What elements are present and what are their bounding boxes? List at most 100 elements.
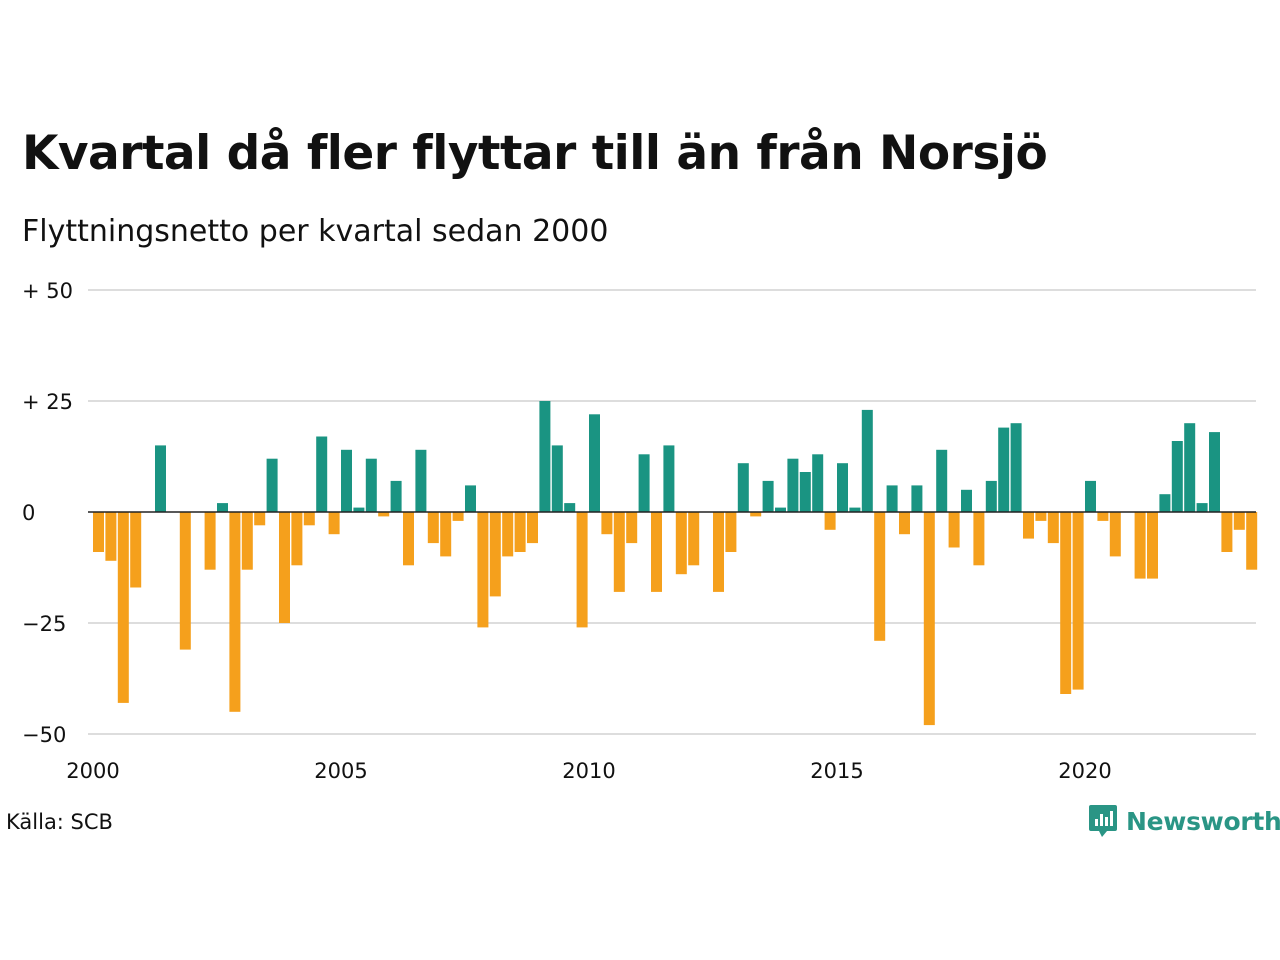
bar-2013K3 [762, 480, 774, 512]
bar-2013K4 [775, 507, 786, 512]
bar-2009K2 [551, 445, 563, 512]
bar-2007K4 [477, 512, 489, 628]
bar-2022K4 [1221, 512, 1233, 552]
brand-name: Newsworthy [1126, 806, 1280, 836]
bar-2021K3 [1159, 494, 1171, 512]
bar-2015K3 [861, 409, 873, 512]
bar-2002K2 [204, 512, 216, 570]
bar-2017K2 [948, 512, 960, 548]
bar-2007K2 [452, 512, 464, 521]
bar-2014K1 [787, 458, 799, 512]
bar-2000K2 [105, 512, 117, 561]
bar-2023K1 [1233, 512, 1245, 530]
bar-2014K4 [824, 512, 836, 530]
bar-2018K4 [1023, 512, 1034, 539]
bar-2010K1 [589, 414, 600, 512]
bar-2014K2 [799, 472, 811, 512]
bar-2008K2 [502, 512, 514, 557]
bar-2015K4 [874, 512, 886, 641]
bar-2005K2 [353, 507, 365, 512]
bar-2016K3 [911, 485, 923, 512]
bar-2011K1 [638, 454, 650, 512]
bar-2016K4 [923, 512, 935, 726]
bar-2001K4 [179, 512, 191, 650]
bar-2010K3 [613, 512, 625, 592]
bar-2010K2 [601, 512, 613, 535]
bar-2017K4 [973, 512, 985, 566]
bar-2005K3 [365, 458, 377, 512]
bar-2000K1 [93, 512, 104, 552]
bar-2005K4 [378, 512, 390, 517]
bar-2008K3 [514, 512, 526, 552]
y-tick-label: −50 [22, 723, 66, 747]
bar-2021K4 [1171, 441, 1183, 512]
bar-2007K1 [440, 512, 452, 557]
brand-logo[interactable]: Newsworthy [1088, 804, 1280, 838]
bar-2017K3 [961, 489, 972, 512]
bar-2011K2 [651, 512, 662, 592]
bar-2011K4 [675, 512, 687, 575]
chart-title: Kvartal då fler flyttar till än från Nor… [22, 126, 1048, 181]
bar-2021K1 [1134, 512, 1146, 579]
bar-2022K3 [1209, 432, 1220, 512]
bar-2006K2 [403, 512, 414, 566]
bar-2009K4 [576, 512, 588, 628]
bar-2016K1 [886, 485, 898, 512]
bar-2020K3 [1109, 512, 1121, 557]
bar-2003K1 [241, 512, 253, 570]
x-tick-label: 2015 [810, 759, 863, 783]
bar-2014K3 [812, 454, 824, 512]
bar-2013K2 [750, 512, 762, 517]
bar-2019K3 [1060, 512, 1072, 694]
bar-2003K3 [266, 458, 278, 512]
bar-2006K4 [427, 512, 439, 544]
bar-2004K1 [291, 512, 303, 566]
source-note: Källa: SCB [6, 810, 113, 834]
bar-2006K1 [390, 480, 402, 512]
x-tick-label: 2010 [562, 759, 615, 783]
x-tick-label: 2005 [314, 759, 367, 783]
bar-2012K3 [713, 512, 724, 592]
bar-2003K4 [279, 512, 290, 623]
bar-2019K1 [1035, 512, 1047, 521]
bar-2010K4 [626, 512, 638, 544]
bar-2021K2 [1147, 512, 1158, 579]
bar-2012K1 [688, 512, 700, 566]
bar-2004K4 [328, 512, 340, 535]
bar-2001K2 [155, 445, 166, 512]
bar-2012K4 [725, 512, 737, 552]
bar-2003K2 [254, 512, 266, 526]
bar-2018K1 [985, 480, 997, 512]
y-tick-label: + 50 [22, 279, 73, 303]
y-tick-label: + 25 [22, 390, 73, 414]
bar-2009K1 [539, 401, 551, 512]
bar-2005K1 [341, 449, 352, 512]
bar-2002K4 [229, 512, 241, 712]
bar-2019K2 [1047, 512, 1059, 544]
bar-2000K3 [117, 512, 129, 703]
bar-2007K3 [465, 485, 476, 512]
bar-2018K2 [998, 427, 1010, 512]
bar-2009K3 [564, 503, 576, 512]
bar-2000K4 [130, 512, 142, 588]
bar-2004K3 [316, 436, 328, 512]
bar-2022K2 [1196, 503, 1208, 512]
y-tick-label: 0 [22, 501, 35, 525]
bar-2023K2 [1246, 512, 1258, 570]
x-tick-label: 2000 [66, 759, 119, 783]
bars [93, 401, 1258, 726]
x-tick-label: 2020 [1058, 759, 1111, 783]
newsworthy-logo-icon [1089, 805, 1117, 837]
bar-2020K2 [1097, 512, 1109, 521]
chart-subtitle: Flyttningsnetto per kvartal sedan 2000 [22, 214, 609, 249]
bar-2017K1 [936, 449, 948, 512]
bar-2020K1 [1085, 480, 1096, 512]
bar-2016K2 [899, 512, 910, 535]
bar-2022K1 [1184, 423, 1196, 512]
bar-2013K1 [737, 463, 749, 512]
bar-2004K2 [303, 512, 315, 526]
bar-2008K1 [489, 512, 501, 597]
bar-2015K1 [837, 463, 848, 512]
